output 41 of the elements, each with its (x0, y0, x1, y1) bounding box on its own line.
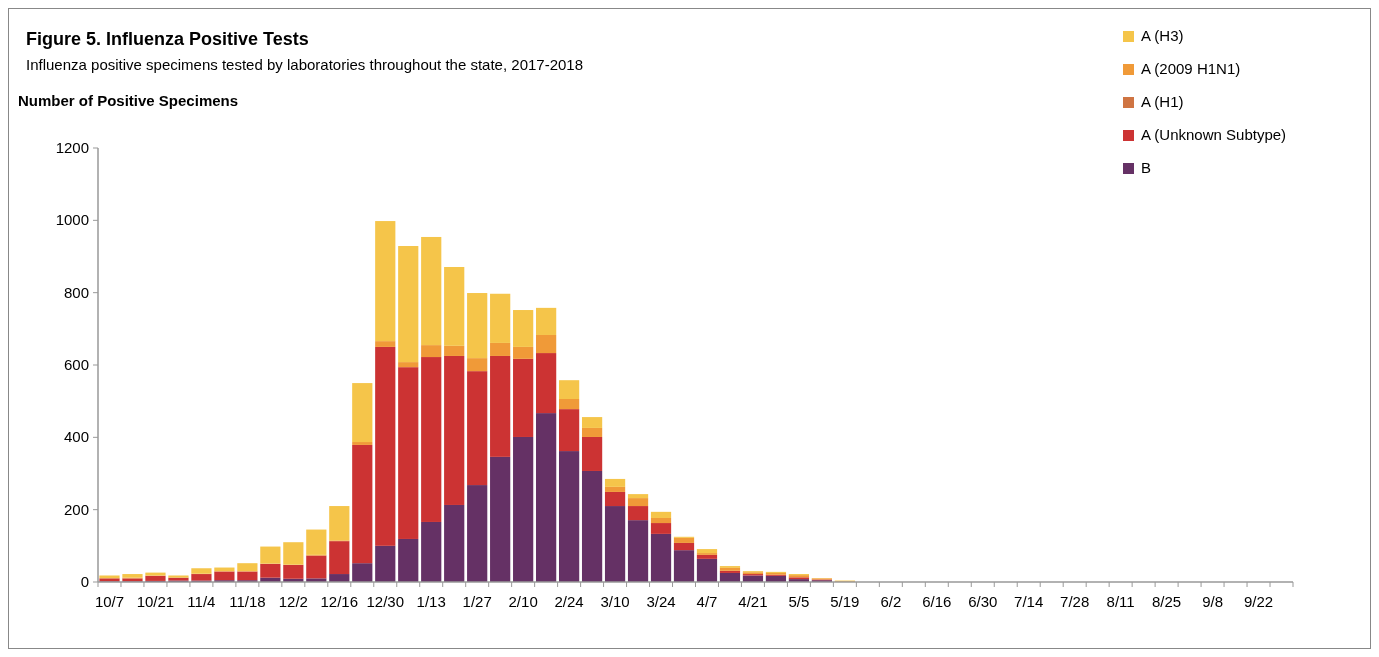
x-tick-label: 7/14 (1014, 593, 1044, 610)
x-tick-label: 2/10 (508, 593, 538, 610)
x-tick-label: 5/5 (788, 593, 810, 610)
x-tick-label: 1/13 (416, 593, 446, 610)
x-tick-label: 6/2 (880, 593, 902, 610)
legend-label: A (H1) (1141, 93, 1184, 110)
legend-label: B (1141, 159, 1152, 176)
x-tick-label: 2/24 (554, 593, 584, 610)
x-tick-label: 4/21 (738, 593, 768, 610)
y-tick-label: 1000 (55, 211, 89, 229)
x-tick-label: 7/28 (1060, 593, 1090, 610)
x-tick-label: 4/7 (696, 593, 718, 610)
x-tick-label: 5/19 (830, 593, 860, 610)
legend-label: A (H3) (1141, 27, 1184, 44)
y-tick-label: 1200 (55, 139, 89, 156)
x-tick-label: 8/25 (1152, 593, 1182, 610)
y-tick-label: 0 (80, 573, 89, 590)
x-tick-label: 6/16 (922, 593, 952, 610)
legend-label: A (Unknown Subtype) (1141, 126, 1287, 143)
chart-subtitle: Influenza positive specimens tested by laboratories throughout the state, 2017-2018 (26, 56, 584, 73)
x-tick-label: 1/27 (462, 593, 492, 610)
x-tick-label: 10/21 (136, 593, 175, 610)
x-tick-label: 9/8 (1202, 593, 1223, 610)
x-tick-label: 11/4 (187, 593, 216, 610)
x-tick-label: 3/24 (646, 593, 676, 610)
x-tick-label: 11/18 (229, 593, 266, 610)
y-tick-label: 800 (63, 283, 89, 301)
legend-label: A (2009 H1N1) (1141, 60, 1241, 77)
chart-title: Figure 5. Influenza Positive Tests (26, 29, 309, 49)
x-tick-label: 12/2 (278, 593, 308, 610)
y-tick-label: 600 (63, 356, 89, 373)
x-tick-label: 12/30 (366, 593, 405, 610)
y-tick-label: 400 (63, 428, 89, 446)
x-tick-label: 12/16 (320, 593, 359, 610)
x-tick-label: 10/7 (94, 593, 125, 610)
x-tick-label: 6/30 (968, 593, 998, 610)
x-tick-label: 3/10 (600, 593, 630, 610)
y-tick-label: 200 (63, 500, 89, 518)
y-axis-title: Number of Positive Specimens (18, 92, 239, 109)
x-tick-label: 9/22 (1243, 593, 1274, 610)
x-tick-label: 8/11 (1106, 593, 1135, 610)
